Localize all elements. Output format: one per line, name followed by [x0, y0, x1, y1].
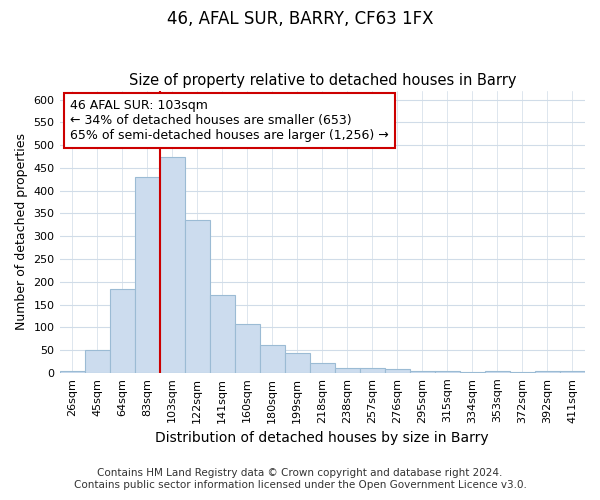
Text: Contains HM Land Registry data © Crown copyright and database right 2024.
Contai: Contains HM Land Registry data © Crown c…: [74, 468, 526, 490]
Bar: [485, 372, 510, 373]
Bar: [209, 296, 235, 373]
Bar: [134, 177, 160, 373]
Bar: [110, 288, 134, 373]
Bar: [59, 372, 85, 373]
Bar: [310, 363, 335, 373]
Bar: [335, 368, 360, 373]
Bar: [410, 370, 435, 373]
Bar: [285, 353, 310, 373]
Bar: [185, 220, 209, 373]
Bar: [535, 370, 560, 373]
Bar: [510, 372, 535, 373]
Text: 46, AFAL SUR, BARRY, CF63 1FX: 46, AFAL SUR, BARRY, CF63 1FX: [167, 10, 433, 28]
Bar: [260, 346, 285, 373]
Bar: [560, 372, 585, 373]
Text: 46 AFAL SUR: 103sqm
← 34% of detached houses are smaller (653)
65% of semi-detac: 46 AFAL SUR: 103sqm ← 34% of detached ho…: [70, 99, 389, 142]
Y-axis label: Number of detached properties: Number of detached properties: [15, 133, 28, 330]
Bar: [235, 324, 260, 373]
Title: Size of property relative to detached houses in Barry: Size of property relative to detached ho…: [128, 73, 516, 88]
Bar: [460, 372, 485, 373]
Bar: [435, 372, 460, 373]
Bar: [385, 369, 410, 373]
X-axis label: Distribution of detached houses by size in Barry: Distribution of detached houses by size …: [155, 431, 489, 445]
Bar: [85, 350, 110, 373]
Bar: [160, 156, 185, 373]
Bar: [360, 368, 385, 373]
